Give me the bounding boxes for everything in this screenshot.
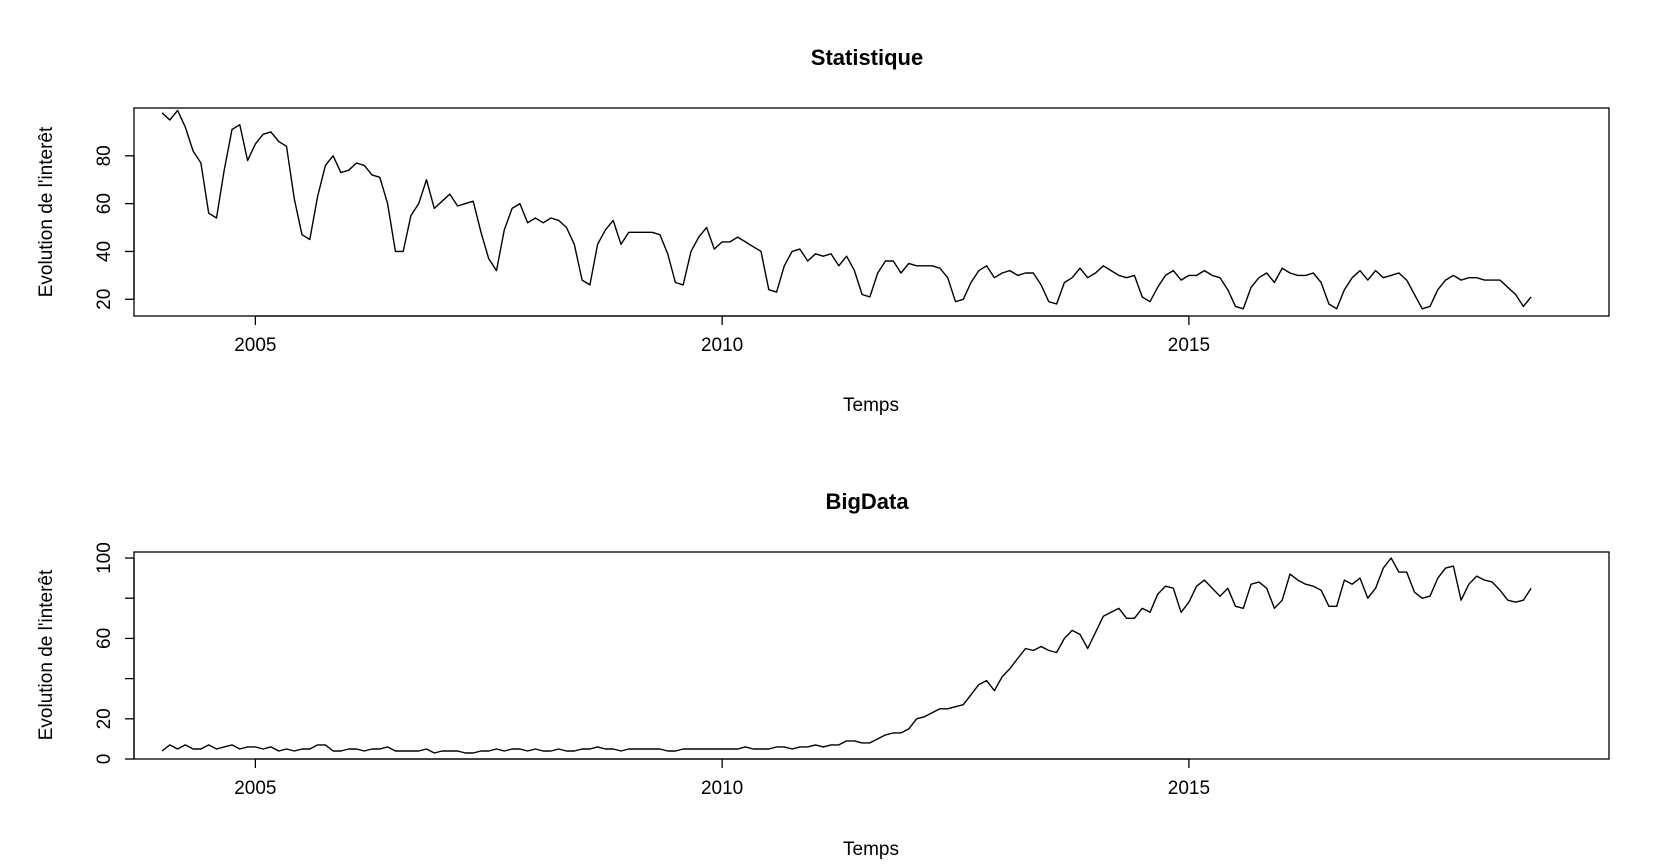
x-axis-label-statistique: Temps xyxy=(843,395,899,416)
y-tick-label-bigdata-100: 100 xyxy=(94,542,115,574)
y-tick-label-statistique-60: 60 xyxy=(94,193,115,214)
series-line-statistique xyxy=(161,109,1532,310)
y-axis-label-statistique: Evolution de l'interêt xyxy=(36,126,57,297)
y-tick-label-bigdata-0: 0 xyxy=(94,754,115,765)
y-axis-label-bigdata: Evolution de l'interêt xyxy=(36,569,57,740)
x-axis-bigdata: 2005 2010 2015 xyxy=(234,758,1210,799)
x-tick-label-statistique-2015: 2015 xyxy=(1168,335,1210,356)
panel-bigdata: BigData 2005 2010 2015 0 20 60 100 Temps Evol… xyxy=(36,489,1610,860)
y-axis-statistique: 20 40 60 80 xyxy=(94,145,135,310)
x-tick-label-statistique-2005: 2005 xyxy=(234,335,276,356)
x-tick-label-bigdata-2010: 2010 xyxy=(701,778,743,799)
y-tick-label-bigdata-60: 60 xyxy=(94,628,115,649)
y-tick-label-statistique-80: 80 xyxy=(94,145,115,166)
y-tick-label-statistique-20: 20 xyxy=(94,289,115,310)
x-tick-label-bigdata-2015: 2015 xyxy=(1168,778,1210,799)
y-tick-label-bigdata-20: 20 xyxy=(94,708,115,729)
chart-title-bigdata: BigData xyxy=(825,489,909,514)
plot-frame-statistique xyxy=(133,107,1610,317)
x-tick-label-bigdata-2005: 2005 xyxy=(234,778,276,799)
plot-frame-bigdata xyxy=(133,551,1610,760)
x-tick-label-statistique-2010: 2010 xyxy=(701,335,743,356)
x-axis-statistique: 2005 2010 2015 xyxy=(234,315,1210,356)
y-axis-bigdata: 0 20 60 100 xyxy=(94,542,135,765)
y-tick-label-statistique-40: 40 xyxy=(94,241,115,262)
series-line-bigdata xyxy=(161,557,1532,754)
chart-title-statistique: Statistique xyxy=(811,45,923,70)
x-axis-label-bigdata: Temps xyxy=(843,839,899,860)
